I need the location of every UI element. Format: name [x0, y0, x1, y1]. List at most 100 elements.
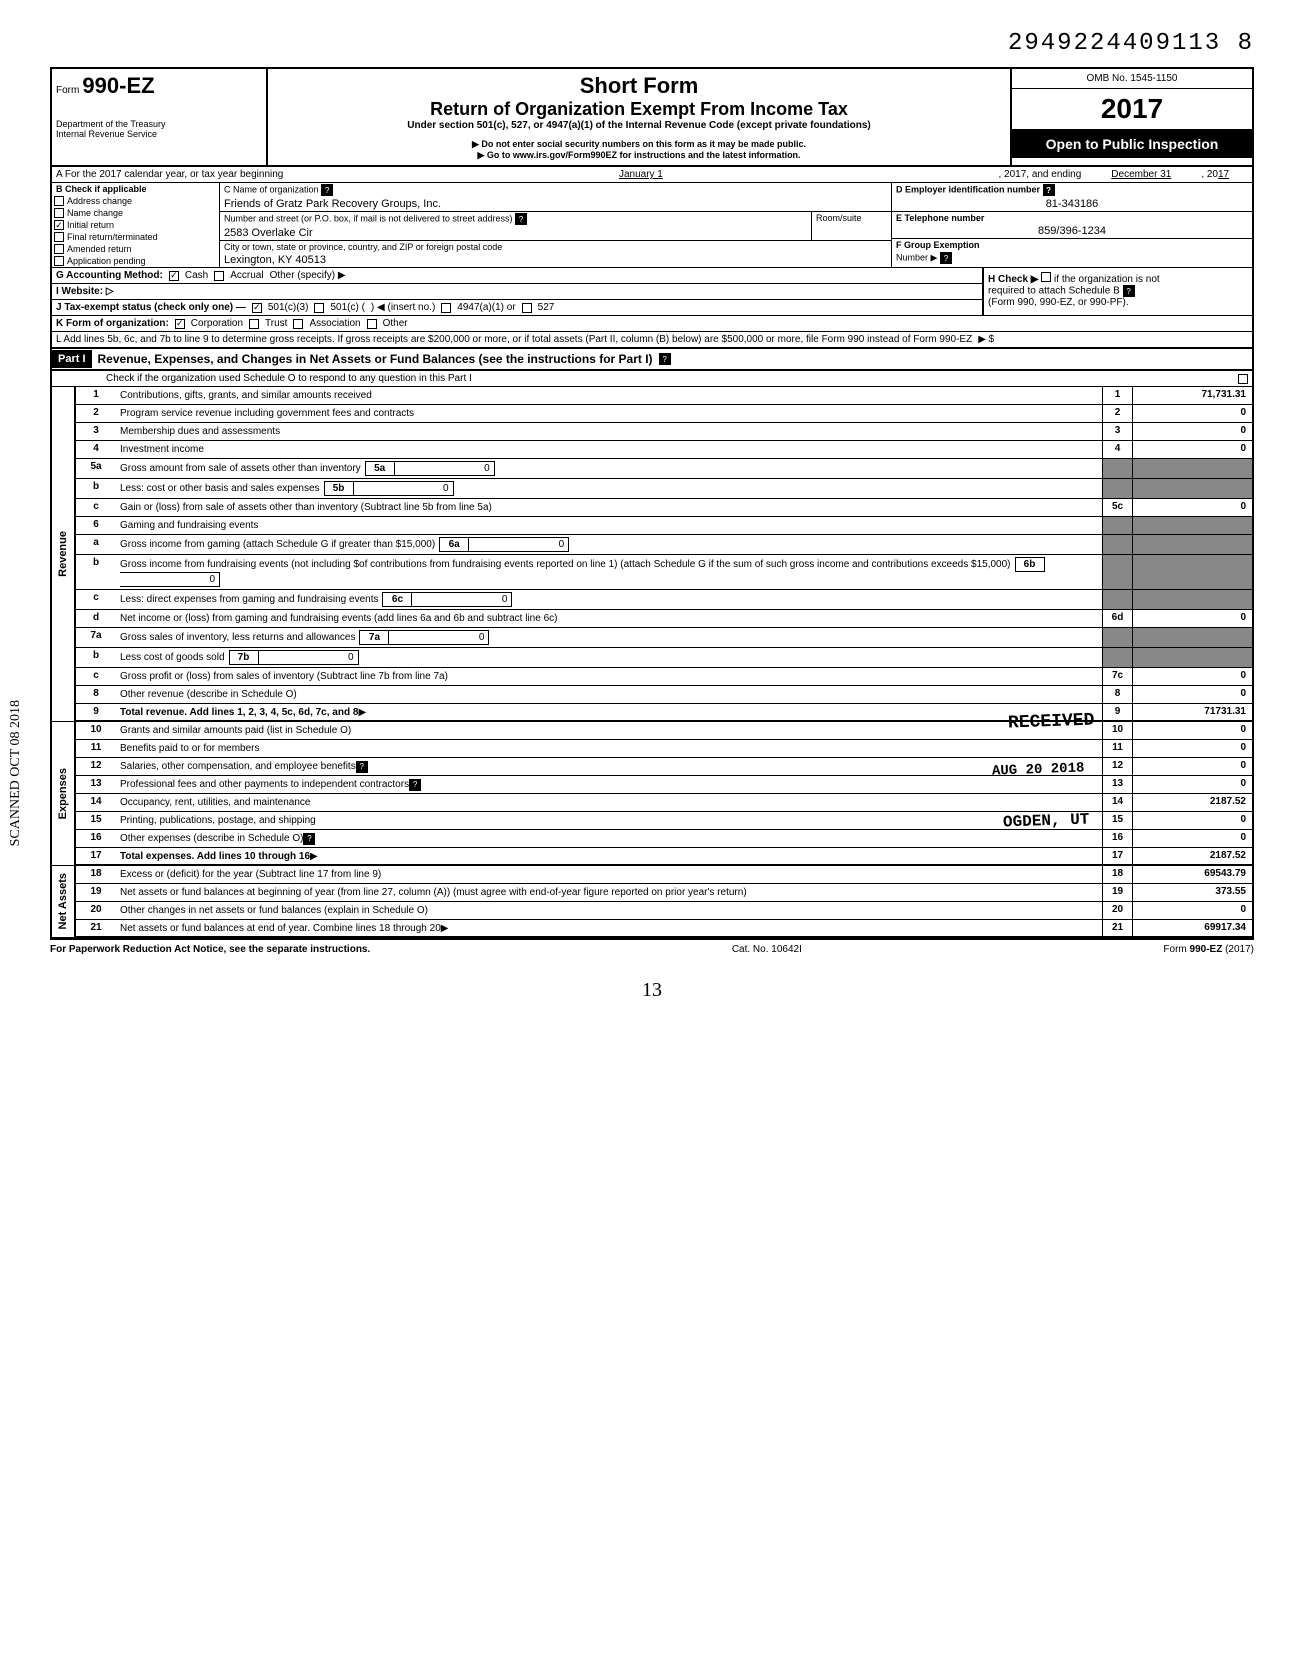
- form-header: Form 990-EZ Department of the Treasury I…: [50, 67, 1254, 167]
- box-6d: 6d: [1102, 610, 1132, 627]
- checkbox-527[interactable]: [522, 303, 532, 313]
- checkbox-initial[interactable]: [54, 220, 64, 230]
- help-icon[interactable]: ?: [659, 353, 671, 365]
- ibox-6c: 6c: [382, 592, 412, 607]
- section-b-header: B Check if applicable: [52, 183, 219, 195]
- checkbox-name[interactable]: [54, 208, 64, 218]
- line-9-desc: Total revenue. Add lines 1, 2, 3, 4, 5c,…: [120, 707, 358, 718]
- help-icon[interactable]: ?: [1123, 285, 1135, 297]
- ibox-6b: 6b: [1015, 557, 1045, 572]
- checkbox-other-org[interactable]: [367, 319, 377, 329]
- label-corp: Corporation: [191, 318, 243, 329]
- box-14: 14: [1102, 794, 1132, 811]
- checkbox-assoc[interactable]: [293, 319, 303, 329]
- box-1: 1: [1102, 387, 1132, 404]
- ival-5a: 0: [395, 461, 495, 476]
- ival-6c: 0: [412, 592, 512, 607]
- ibox-5b: 5b: [324, 481, 354, 496]
- box-11: 11: [1102, 740, 1132, 757]
- label-other-org: Other: [383, 318, 408, 329]
- checkbox-h[interactable]: [1041, 272, 1051, 282]
- checkbox-4947[interactable]: [441, 303, 451, 313]
- line-17-desc: Total expenses. Add lines 10 through 16: [120, 851, 310, 862]
- val-8: 0: [1132, 686, 1252, 703]
- val-1: 71,731.31: [1132, 387, 1252, 404]
- help-icon[interactable]: ?: [1043, 184, 1055, 196]
- line-i-label: I Website: ▷: [56, 286, 114, 297]
- line-1-desc: Contributions, gifts, grants, and simila…: [120, 390, 372, 401]
- form-number: 990-EZ: [82, 73, 154, 98]
- line-13-desc: Professional fees and other payments to …: [120, 779, 409, 790]
- ibox-7b: 7b: [229, 650, 259, 665]
- line-15-desc: Printing, publications, postage, and shi…: [120, 815, 316, 826]
- box-3: 3: [1102, 423, 1132, 440]
- ival-7b: 0: [259, 650, 359, 665]
- val-17: 2187.52: [1132, 848, 1252, 864]
- line-14-desc: Occupancy, rent, utilities, and maintena…: [120, 797, 310, 808]
- box-9: 9: [1102, 704, 1132, 720]
- box-12: 12: [1102, 758, 1132, 775]
- addr-label: Number and street (or P.O. box, if mail …: [224, 214, 512, 224]
- line-6-desc: Gaming and fundraising events: [120, 520, 258, 531]
- help-icon[interactable]: ?: [409, 779, 421, 791]
- ein-label: D Employer identification number: [896, 185, 1040, 195]
- help-icon[interactable]: ?: [940, 252, 952, 264]
- checkbox-501c[interactable]: [314, 303, 324, 313]
- checkbox-final[interactable]: [54, 232, 64, 242]
- line-8-desc: Other revenue (describe in Schedule O): [120, 689, 297, 700]
- number-label: Number ▶: [896, 253, 937, 263]
- footer-center: Cat. No. 10642I: [732, 944, 802, 955]
- val-21: 69917.34: [1132, 920, 1252, 936]
- line-5a-desc: Gross amount from sale of assets other t…: [120, 463, 361, 474]
- line-h-2: if the organization is not: [1054, 274, 1160, 285]
- checkbox-amended[interactable]: [54, 244, 64, 254]
- ibox-7a: 7a: [359, 630, 389, 645]
- phone-label: E Telephone number: [892, 212, 1252, 224]
- line-18-desc: Excess or (deficit) for the year (Subtra…: [120, 869, 381, 880]
- checkbox-accrual[interactable]: [214, 271, 224, 281]
- line-21-desc: Net assets or fund balances at end of ye…: [120, 923, 441, 934]
- omb-number: OMB No. 1545-1150: [1012, 69, 1252, 89]
- line-l-text: L Add lines 5b, 6c, and 7b to line 9 to …: [56, 334, 972, 345]
- line-6d-desc: Net income or (loss) from gaming and fun…: [120, 613, 557, 624]
- checkbox-pending[interactable]: [54, 256, 64, 266]
- line-10-desc: Grants and similar amounts paid (list in…: [120, 725, 351, 736]
- side-net-assets: Net Assets: [57, 873, 69, 929]
- val-15: 0: [1132, 812, 1252, 829]
- line-6b-post: of contributions from fundraising events…: [359, 559, 1010, 570]
- open-public: Open to Public Inspection: [1012, 130, 1252, 158]
- checkbox-trust[interactable]: [249, 319, 259, 329]
- line-20-desc: Other changes in net assets or fund bala…: [120, 905, 428, 916]
- help-icon[interactable]: ?: [515, 213, 527, 225]
- label-4947: 4947(a)(1) or: [457, 302, 515, 313]
- help-icon[interactable]: ?: [303, 833, 315, 845]
- room-label: Room/suite: [812, 212, 891, 224]
- footer: For Paperwork Reduction Act Notice, see …: [50, 938, 1254, 959]
- help-icon[interactable]: ?: [321, 184, 333, 196]
- val-4: 0: [1132, 441, 1252, 458]
- val-9: 71731.31: [1132, 704, 1252, 720]
- help-icon[interactable]: ?: [356, 761, 368, 773]
- box-10: 10: [1102, 722, 1132, 739]
- label-assoc: Association: [309, 318, 360, 329]
- checkbox-cash[interactable]: [169, 271, 179, 281]
- checkbox-501c3[interactable]: [252, 303, 262, 313]
- checkbox-corp[interactable]: [175, 319, 185, 329]
- val-20: 0: [1132, 902, 1252, 919]
- label-501c: 501(c) (: [330, 302, 364, 313]
- line-6a-desc: Gross income from gaming (attach Schedul…: [120, 539, 435, 550]
- org-name-label: C Name of organization: [224, 185, 319, 195]
- ival-6b: 0: [120, 572, 220, 587]
- line-h-4: (Form 990, 990-EZ, or 990-PF).: [988, 297, 1248, 308]
- checkbox-address[interactable]: [54, 196, 64, 206]
- line-5c-desc: Gain or (loss) from sale of assets other…: [120, 502, 492, 513]
- phone-value: 859/396-1234: [892, 224, 1252, 238]
- part1-check-text: Check if the organization used Schedule …: [56, 373, 472, 384]
- val-19: 373.55: [1132, 884, 1252, 901]
- line-7b-desc: Less cost of goods sold: [120, 652, 225, 663]
- label-trust: Trust: [265, 318, 287, 329]
- line-4-desc: Investment income: [120, 444, 204, 455]
- box-13: 13: [1102, 776, 1132, 793]
- val-18: 69543.79: [1132, 866, 1252, 883]
- checkbox-schedule-o[interactable]: [1238, 374, 1248, 384]
